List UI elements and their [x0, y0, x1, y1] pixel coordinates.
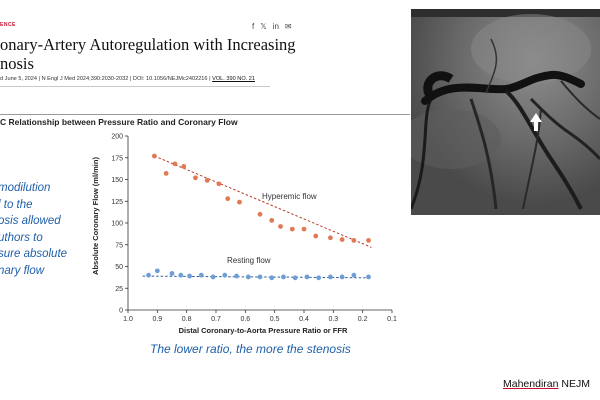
annotation-line: modilution — [0, 182, 51, 194]
chart-caption: The lower ratio, the more the stenosis — [150, 342, 351, 356]
x-tick-label: 1.0 — [123, 316, 133, 323]
resting-point — [269, 275, 275, 281]
hyperemic-point — [313, 233, 319, 239]
resting-point — [210, 274, 216, 280]
resting-point — [234, 273, 239, 279]
hyperemic-point — [351, 238, 357, 243]
hyperemic-point — [225, 196, 231, 202]
annotation-text: modilution l to the osis allowed uthors … — [0, 180, 67, 279]
annotation-line: osis allowed — [0, 215, 61, 227]
credit-text: Mahendiran NEJM — [503, 378, 590, 390]
hyperemic-point — [366, 238, 371, 243]
y-tick-label: 150 — [111, 177, 123, 184]
resting-point — [198, 272, 204, 278]
y-tick-label: 125 — [111, 199, 123, 206]
x-icon[interactable]: 𝕏 — [260, 22, 267, 31]
resting-point — [187, 273, 192, 279]
x-tick-label: 0.7 — [211, 316, 221, 323]
article-title-line1: onary-Artery Autoregulation with Increas… — [0, 35, 296, 54]
resting-trend-line — [142, 275, 372, 279]
resting-point — [351, 272, 357, 278]
x-tick-label: 0.2 — [358, 316, 368, 323]
angiogram-image — [411, 9, 600, 215]
x-ticks: 1.0 0.9 0.8 0.7 0.6 0.5 0.4 0.3 0.2 0.1 — [123, 310, 397, 323]
citation-text: d June 5, 2024 | N Engl J Med 2024;390:2… — [0, 76, 213, 82]
article-citation: d June 5, 2024 | N Engl J Med 2024;390:2… — [0, 76, 255, 82]
panel-title: C Relationship between Pressure Ratio an… — [0, 117, 238, 127]
volume-link[interactable]: VOL. 390 NO. 21 — [212, 76, 256, 82]
hyperemic-trend-line — [154, 155, 372, 248]
x-tick-label: 0.4 — [299, 316, 309, 323]
y-tick-label: 25 — [115, 286, 123, 293]
annotation-line: sure absolute — [0, 248, 68, 260]
x-tick-label: 0.9 — [152, 316, 162, 323]
y-axis-label: Absolute Coronary Flow (ml/min) — [91, 157, 100, 275]
hyperemic-point — [193, 175, 198, 181]
resting-point — [245, 274, 251, 280]
facebook-icon[interactable]: f — [252, 22, 255, 31]
y-tick-label: 100 — [111, 221, 123, 228]
x-tick-label: 0.3 — [328, 316, 338, 323]
hyperemic-point — [172, 161, 178, 167]
x-tick-label: 0.5 — [270, 316, 280, 323]
hyperemic-point — [269, 217, 275, 223]
hyperemic-point — [257, 211, 263, 217]
data-points — [146, 153, 371, 281]
resting-point — [316, 275, 322, 281]
series-label-hyperemic: Hyperemic flow — [262, 192, 317, 201]
hyperemic-point — [163, 171, 169, 176]
hyperemic-point — [237, 199, 242, 205]
resting-point — [146, 272, 151, 278]
resting-point — [281, 274, 286, 280]
resting-point — [366, 274, 371, 280]
hyperemic-point — [339, 237, 345, 242]
y-tick-label: 0 — [119, 308, 123, 315]
credit-source: NEJM — [558, 378, 590, 390]
y-tick-label: 200 — [111, 134, 123, 141]
x-axis-label: Distal Coronary-to-Aorta Pressure Ratio … — [179, 326, 348, 335]
hyperemic-point — [216, 181, 222, 187]
mail-icon[interactable]: ✉ — [284, 22, 292, 31]
annotation-line: l to the — [0, 198, 33, 211]
resting-point — [154, 268, 160, 274]
section-label: ENCE — [0, 22, 16, 28]
article-title: onary-Artery Autoregulation with Increas… — [0, 35, 296, 73]
y-tick-label: 75 — [115, 242, 123, 249]
hyperemic-point — [278, 224, 283, 229]
x-tick-label: 0.1 — [387, 316, 397, 323]
resting-point — [304, 274, 310, 280]
article-title-line2: nosis — [0, 54, 34, 73]
arrow-up-icon — [530, 113, 542, 131]
hyperemic-point — [328, 235, 333, 241]
share-bar: f 𝕏 in ✉ — [252, 22, 292, 31]
resting-point — [169, 271, 175, 276]
resting-point — [178, 272, 184, 278]
hyperemic-point — [301, 226, 307, 232]
hyperemic-point — [152, 153, 157, 159]
resting-point — [257, 274, 263, 280]
resting-point — [222, 272, 228, 278]
x-tick-label: 0.6 — [240, 316, 250, 323]
y-tick-label: 175 — [111, 155, 123, 162]
hyperemic-point — [204, 177, 210, 183]
resting-point — [328, 274, 333, 280]
y-ticks: 0 25 50 75 100 125 150 175 200 — [111, 134, 128, 315]
credit-name: Mahendiran — [503, 378, 559, 390]
header-divider — [0, 86, 270, 87]
series-label-resting: Resting flow — [227, 256, 271, 265]
annotation-line: uthors to — [0, 231, 43, 244]
flow-scatter-chart: 0 25 50 75 100 125 150 175 200 1.0 0.9 0.8 0.7 0.6 0.… — [91, 134, 397, 336]
linkedin-icon[interactable]: in — [272, 22, 279, 31]
y-tick-label: 50 — [115, 264, 123, 271]
x-tick-label: 0.8 — [182, 316, 192, 323]
resting-point — [339, 274, 345, 280]
panel-divider — [0, 114, 410, 115]
resting-point — [292, 275, 298, 281]
hyperemic-point — [289, 226, 295, 232]
hyperemic-point — [181, 164, 187, 169]
annotation-line: nary flow — [0, 264, 45, 277]
